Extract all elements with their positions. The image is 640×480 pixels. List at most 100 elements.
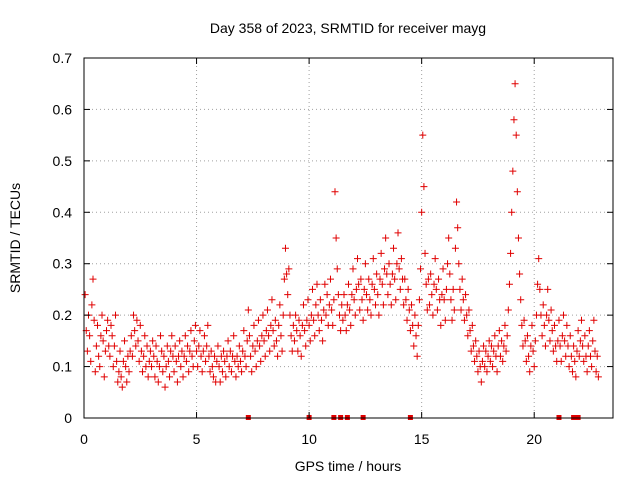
data-point	[568, 368, 576, 376]
data-point	[258, 332, 266, 340]
y-tick-label: 0.5	[53, 153, 73, 169]
data-point	[406, 327, 414, 335]
data-point	[137, 347, 145, 355]
data-point	[431, 255, 439, 263]
data-point	[369, 255, 377, 263]
data-points	[81, 80, 602, 391]
data-point	[453, 198, 461, 206]
data-point	[351, 311, 359, 319]
data-point	[433, 306, 441, 314]
data-point	[588, 363, 596, 371]
data-point	[418, 208, 426, 216]
data-point	[379, 301, 387, 309]
data-point	[435, 275, 443, 283]
data-point	[216, 378, 224, 386]
data-point	[352, 285, 360, 293]
data-point	[463, 311, 471, 319]
data-point	[226, 347, 234, 355]
data-point	[574, 327, 582, 335]
data-point	[314, 311, 322, 319]
data-point	[161, 383, 169, 391]
data-point	[375, 311, 383, 319]
data-point	[202, 357, 210, 365]
data-point	[149, 337, 157, 345]
data-point	[284, 291, 292, 299]
data-point	[213, 357, 221, 365]
data-point	[88, 301, 96, 309]
data-point	[136, 321, 144, 329]
data-point	[332, 234, 340, 242]
data-point	[296, 332, 304, 340]
data-point	[298, 321, 306, 329]
data-point	[222, 373, 230, 381]
data-point	[315, 327, 323, 335]
data-point	[193, 347, 201, 355]
data-point	[382, 234, 390, 242]
data-point	[405, 306, 413, 314]
data-point	[471, 357, 479, 365]
data-point	[184, 342, 192, 350]
data-point	[554, 337, 562, 345]
data-point	[548, 327, 556, 335]
data-point	[500, 342, 508, 350]
data-point	[262, 327, 270, 335]
data-point	[509, 167, 517, 175]
data-point	[326, 275, 334, 283]
data-point	[230, 332, 238, 340]
data-point	[187, 327, 195, 335]
data-point	[256, 342, 264, 350]
data-point	[440, 296, 448, 304]
data-point	[308, 285, 316, 293]
data-point	[462, 291, 470, 299]
data-point	[349, 265, 357, 273]
data-point	[203, 342, 211, 350]
data-point	[350, 296, 358, 304]
data-point	[245, 332, 253, 340]
data-point	[388, 270, 396, 278]
data-point	[370, 285, 378, 293]
data-point	[151, 373, 159, 381]
data-point	[377, 249, 385, 257]
data-point	[490, 347, 498, 355]
data-point	[146, 347, 154, 355]
data-point	[508, 208, 516, 216]
data-point	[112, 311, 120, 319]
data-point	[361, 260, 369, 268]
data-point	[108, 332, 116, 340]
data-point	[252, 363, 260, 371]
data-point	[484, 352, 492, 360]
data-point	[148, 363, 156, 371]
data-point	[536, 285, 544, 293]
data-point	[472, 337, 480, 345]
y-tick-label: 0.2	[53, 307, 73, 323]
data-point	[127, 332, 135, 340]
data-point	[466, 327, 474, 335]
data-point	[135, 357, 143, 365]
data-point	[498, 337, 506, 345]
data-point	[134, 337, 142, 345]
data-point	[413, 352, 421, 360]
data-point	[114, 378, 122, 386]
data-point	[415, 296, 423, 304]
data-point	[285, 265, 293, 273]
data-point	[117, 373, 125, 381]
data-point	[289, 321, 297, 329]
data-point	[491, 332, 499, 340]
data-point	[473, 352, 481, 360]
data-point	[195, 342, 203, 350]
data-point	[420, 183, 428, 191]
data-point	[505, 280, 513, 288]
data-point	[400, 301, 408, 309]
data-point	[540, 321, 548, 329]
data-point	[558, 332, 566, 340]
data-point	[573, 347, 581, 355]
data-point	[87, 357, 95, 365]
data-point	[481, 363, 489, 371]
data-point	[544, 285, 552, 293]
data-point	[292, 311, 300, 319]
data-point	[311, 332, 319, 340]
data-point	[191, 321, 199, 329]
data-point	[163, 342, 171, 350]
data-point	[260, 337, 268, 345]
data-point	[224, 337, 232, 345]
